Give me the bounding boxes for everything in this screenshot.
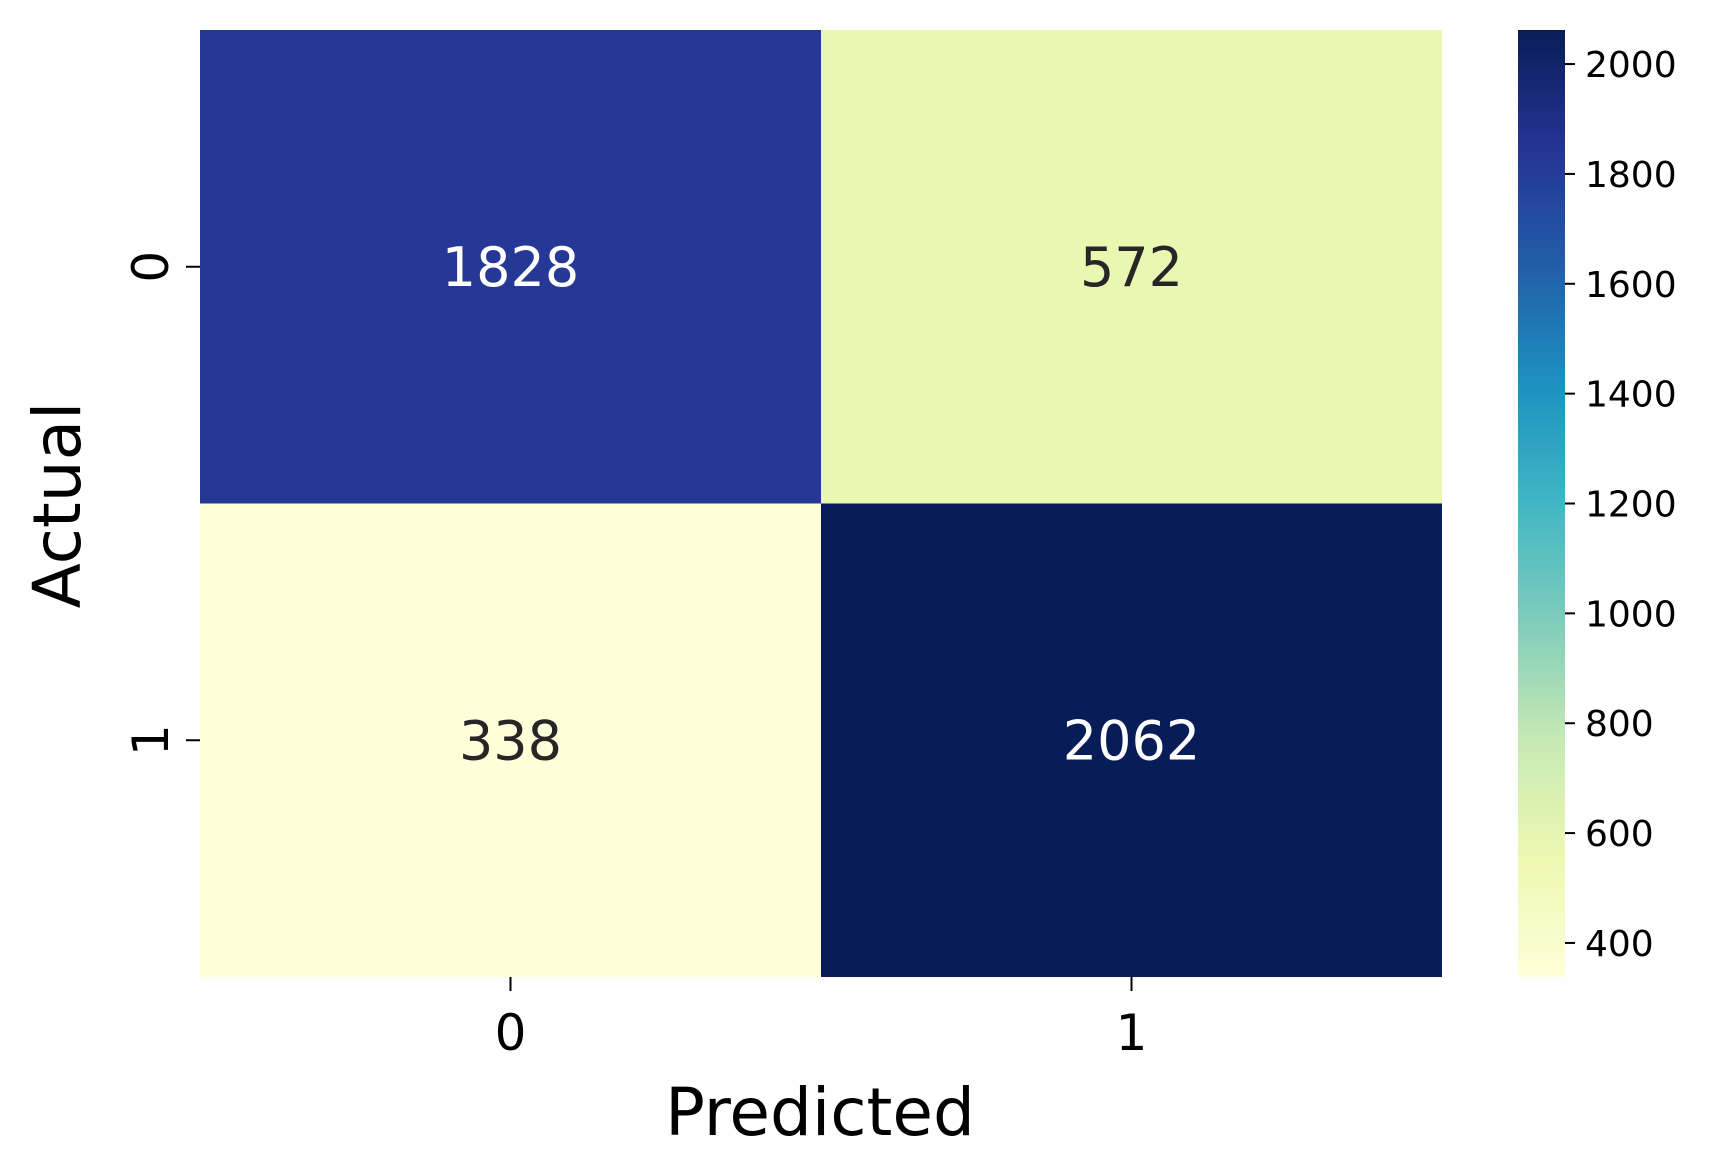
heatmap-cell <box>821 503 1442 977</box>
heatmap-cell <box>200 30 821 504</box>
cell-value-label: 1828 <box>442 236 579 299</box>
colorbar-tick-label: 400 <box>1585 924 1654 965</box>
cell-value-label: 2062 <box>1063 709 1200 772</box>
cell-value-label: 572 <box>1080 236 1183 299</box>
x-tick-label: 0 <box>495 1004 527 1062</box>
colorbar-tick-label: 1600 <box>1585 265 1677 306</box>
colorbar-tick-label: 600 <box>1585 814 1654 855</box>
colorbar <box>1518 30 1565 977</box>
y-tick-label: 0 <box>122 251 180 283</box>
colorbar-tick-label: 1400 <box>1585 375 1677 416</box>
y-axis-ticks: 01 <box>122 251 200 756</box>
colorbar-tick-label: 800 <box>1585 704 1654 745</box>
colorbar-tick-label: 1800 <box>1585 155 1677 196</box>
cell-value-label: 338 <box>459 709 562 772</box>
colorbar-ticks: 400 600 800 1000 1200 1400 1600 1800 2000 <box>1565 45 1677 965</box>
heatmap-cell <box>200 503 821 977</box>
y-tick-label: 1 <box>122 724 180 756</box>
colorbar-tick-label: 1200 <box>1585 485 1677 526</box>
heatmap-cells <box>200 30 1442 977</box>
y-axis-label: Actual <box>19 402 96 609</box>
colorbar-tick-label: 2000 <box>1585 45 1677 86</box>
colorbar-tick-label: 1000 <box>1585 594 1677 635</box>
x-tick-label: 1 <box>1116 1004 1148 1062</box>
heatmap-cell-labels: 1828 572 338 2062 <box>442 236 1200 773</box>
heatmap-cell <box>821 30 1442 504</box>
x-axis-label: Predicted <box>665 1074 975 1151</box>
